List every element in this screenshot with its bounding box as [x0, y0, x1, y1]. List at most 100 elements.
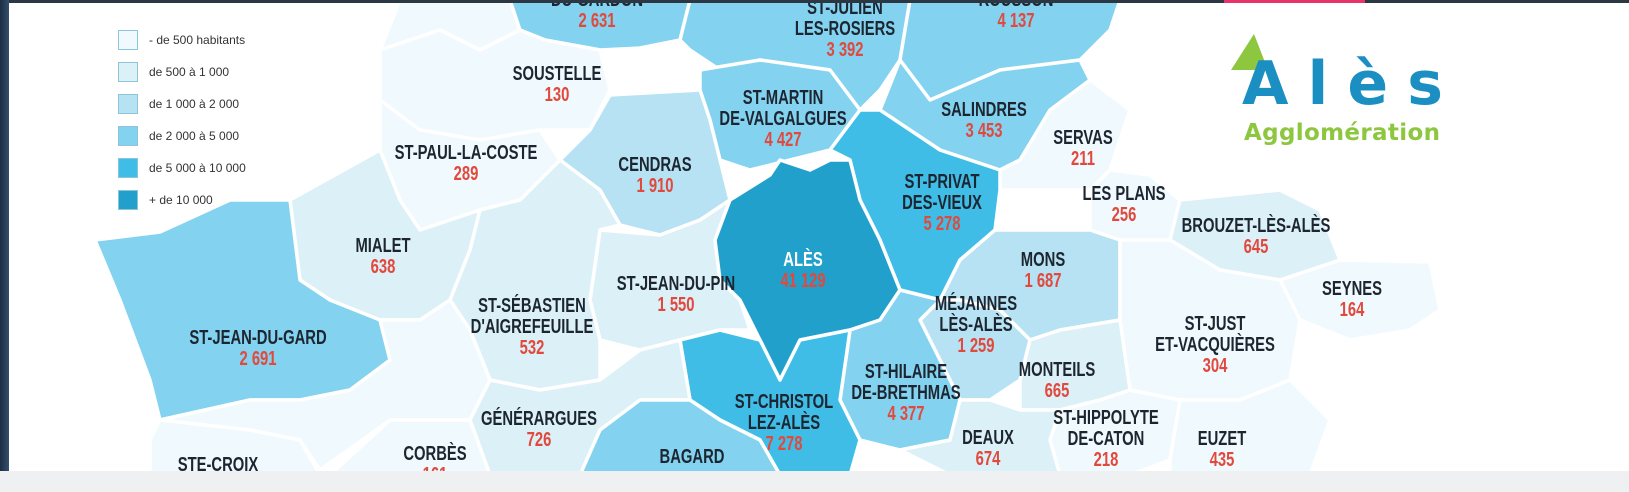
commune-label: ST-HIPPOLYTE DE-CATON 218 [1053, 408, 1159, 471]
commune-label: MIALET 638 [355, 236, 410, 278]
legend-label: de 500 à 1 000 [149, 65, 230, 79]
commune-name: CORBÈS [403, 443, 467, 465]
commune-label: ST-JULIEN LES-ROSIERS 3 392 [795, 0, 895, 61]
commune-name: LES PLANS [1082, 183, 1166, 205]
commune-population: 2 631 [578, 10, 616, 32]
commune-name: SOUSTELLE [512, 63, 602, 85]
commune-population: 726 [526, 429, 552, 451]
commune-name: LEZ-ALÈS [747, 412, 821, 434]
commune-label: MÉJANNES LÈS-ALÈS 1 259 [935, 294, 1017, 357]
commune-shape-st-jean-du-pin[interactable] [588, 198, 752, 352]
commune-shape-euzet[interactable] [1168, 378, 1332, 477]
legend-swatch [118, 126, 138, 146]
legend-item: de 500 à 1 000 [118, 56, 246, 88]
commune-label: SALINDRES 3 453 [941, 100, 1027, 142]
logo-triangle-icon [1231, 34, 1268, 70]
commune-label: ST-SÉBASTIEN D'AIGREFEUILLE 532 [471, 296, 594, 359]
commune-name: SERVAS [1053, 127, 1113, 149]
commune-label: BAGARD [660, 447, 725, 468]
top-bar-accent [1224, 0, 1365, 3]
commune-name: DE-VALGALGUES [719, 108, 847, 130]
commune-label: CENDRAS 1 910 [618, 155, 691, 197]
commune-name: MONS [1020, 249, 1066, 271]
commune-population: 218 [1093, 449, 1119, 471]
commune-population: 4 137 [997, 10, 1035, 32]
commune-name: MIALET [355, 235, 411, 257]
commune-name: LÈS-ALÈS [939, 314, 1013, 336]
commune-name: ST-JUST [1184, 313, 1246, 335]
commune-name: MÉJANNES [934, 293, 1018, 315]
commune-population: 1 687 [1024, 270, 1062, 292]
commune-name: GÉNÉRARGUES [481, 408, 597, 430]
commune-name: SEYNES [1321, 278, 1383, 300]
commune-population: 674 [975, 448, 1001, 470]
commune-label: SERVAS 211 [1053, 128, 1113, 170]
commune-population: 1 910 [636, 175, 674, 197]
commune-name: BROUZET-LÈS-ALÈS [1181, 215, 1331, 237]
commune-shape-seynes[interactable] [1278, 258, 1442, 342]
commune-label: ALÈS 41 129 [780, 250, 825, 292]
commune-population: 2 691 [239, 348, 277, 370]
commune-population: 142 [440, 0, 465, 7]
commune-population: 645 [1243, 236, 1269, 258]
commune-population: 164 [1339, 299, 1365, 321]
commune-shape-deaux[interactable] [898, 398, 1062, 477]
commune-label: STE-CROIX [178, 455, 259, 476]
logo-subtitle: Agglomération [1244, 120, 1440, 146]
legend-swatch [118, 62, 138, 82]
commune-population: 1 550 [657, 294, 695, 316]
commune-label: MONTEILS 665 [1019, 360, 1095, 402]
legend-swatch [118, 190, 138, 210]
commune-name: ST-SÉBASTIEN [478, 295, 586, 317]
commune-population: 5 278 [923, 213, 961, 235]
commune-population: 41 129 [780, 270, 826, 292]
commune-population: 665 [1044, 380, 1070, 402]
commune-name: STE-CROIX [177, 454, 259, 476]
commune-name: MONTEILS [1018, 359, 1096, 381]
legend-label: de 1 000 à 2 000 [149, 97, 240, 111]
commune-label: ST-PRIVAT DES-VIEUX 5 278 [902, 172, 982, 235]
commune-label: ST-JEAN-DU-PIN 1 550 [617, 274, 735, 316]
commune-label: ST-CHRISTOL LEZ-ALÈS 7 278 [735, 392, 833, 455]
legend-swatch [118, 30, 138, 50]
commune-population: 638 [370, 256, 396, 278]
legend-swatch [118, 158, 138, 178]
commune-population: 4 427 [764, 129, 802, 151]
commune-population: 289 [453, 163, 479, 185]
legend-label: de 2 000 à 5 000 [149, 129, 240, 143]
ales-agglomeration-logo: Alès Agglomération [1228, 30, 1443, 146]
commune-name: EUZET [1197, 428, 1247, 450]
commune-label: DU-GARDON 2 631 [551, 0, 643, 32]
commune-label: SOUSTELLE 130 [513, 64, 602, 106]
legend-item: de 5 000 à 10 000 [118, 152, 246, 184]
commune-population: 304 [1202, 355, 1228, 377]
top-bar [0, 0, 1629, 3]
commune-label: ST-PAUL-LA-COSTE 289 [395, 143, 538, 185]
commune-name: LES-ROSIERS [794, 18, 896, 40]
logo-brand: Alès [1242, 49, 1440, 119]
commune-population: 1 259 [957, 335, 995, 357]
commune-name: SALINDRES [941, 99, 1027, 121]
commune-name: DE-BRETHMAS [851, 382, 961, 404]
commune-name: ST-PRIVAT [904, 171, 980, 193]
legend-item: de 1 000 à 2 000 [118, 88, 246, 120]
commune-label: SEYNES 164 [1322, 279, 1382, 321]
legend-item: - de 500 habitants [118, 24, 246, 56]
commune-label: DEAUX 674 [962, 428, 1014, 470]
commune-label: ST-HILAIRE DE-BRETHMAS 4 377 [851, 362, 960, 425]
commune-name: CENDRAS [618, 154, 692, 176]
commune-name: ST-MARTIN [742, 87, 824, 109]
commune-label: ST-JUST ET-VACQUIÈRES 304 [1155, 314, 1275, 377]
commune-label: MONS 1 687 [1021, 250, 1065, 292]
commune-population: 3 392 [826, 39, 864, 61]
commune-name: DE-CATON [1067, 428, 1145, 450]
commune-name: DU-GARDON [550, 0, 644, 11]
population-legend: - de 500 habitants de 500 à 1 000 de 1 000… [118, 24, 246, 216]
commune-name: ALÈS [783, 249, 823, 271]
commune-population: 4 377 [887, 403, 925, 425]
commune-population: 532 [519, 337, 545, 359]
commune-label: BROUZET-LÈS-ALÈS 645 [1182, 216, 1331, 258]
commune-name: ST-HILAIRE [864, 361, 948, 383]
legend-item: + de 10 000 [118, 184, 246, 216]
